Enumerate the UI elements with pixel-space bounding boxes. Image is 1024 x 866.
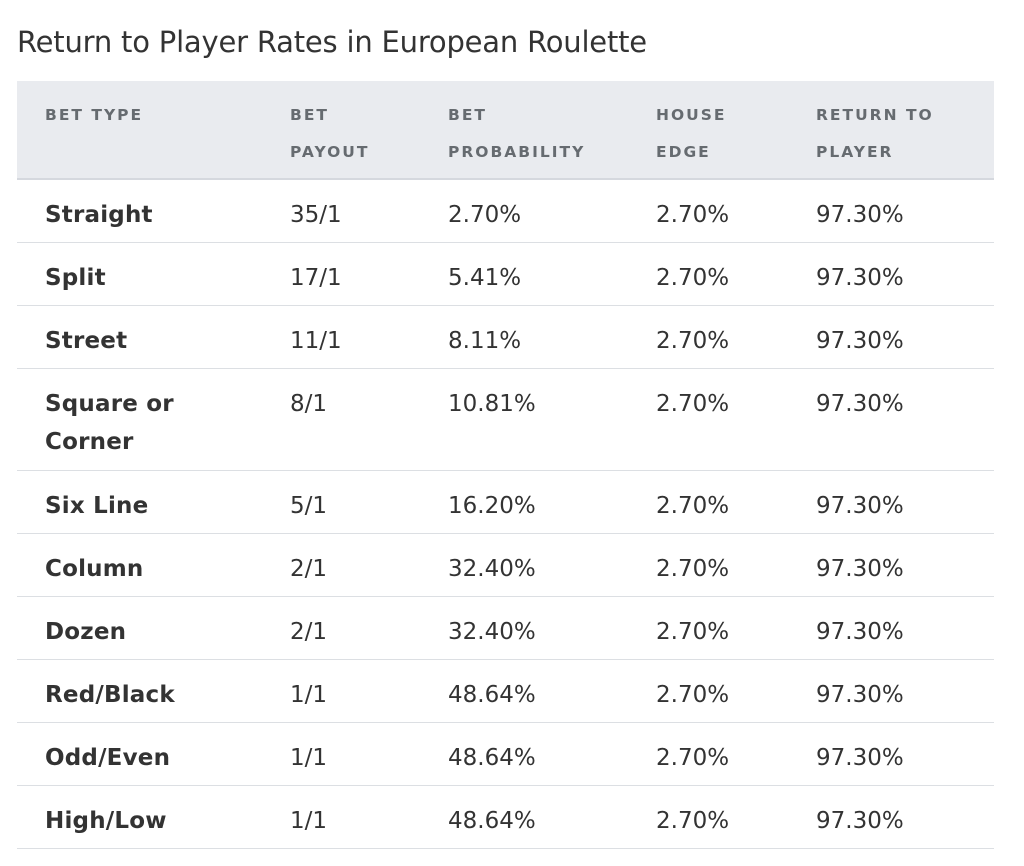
cell-payout: 11/1	[290, 327, 342, 354]
table-row: Street 11/1 8.11% 2.70% 97.30%	[17, 305, 994, 368]
header-bet-payout-line2: PAYOUT	[290, 143, 370, 161]
cell-house-edge: 2.70%	[656, 681, 730, 708]
cell-rtp: 97.30%	[816, 555, 904, 582]
header-bet-payout: BET PAYOUT	[290, 81, 448, 179]
header-row: BET TYPE BET PAYOUT BET PROBABILITY HOUS…	[17, 81, 994, 179]
cell-rtp: 97.30%	[816, 327, 904, 354]
cell-bet-type-line1: Square or	[45, 390, 174, 417]
cell-house-edge: 2.70%	[656, 618, 730, 645]
cell-house-edge: 2.70%	[656, 492, 730, 519]
header-house-edge-line1: HOUSE	[656, 106, 727, 124]
cell-payout: 1/1	[290, 681, 328, 708]
cell-probability: 32.40%	[448, 618, 536, 645]
header-bet-payout-line1: BET	[290, 106, 329, 124]
header-house-edge: HOUSE EDGE	[656, 81, 816, 179]
table-body: Straight 35/1 2.70% 2.70% 97.30% Split 1…	[17, 179, 994, 848]
rtp-table: BET TYPE BET PAYOUT BET PROBABILITY HOUS…	[17, 81, 994, 849]
table-title: Return to Player Rates in European Roule…	[17, 25, 647, 59]
cell-payout: 17/1	[290, 264, 342, 291]
cell-house-edge: 2.70%	[656, 807, 730, 834]
cell-rtp: 97.30%	[816, 492, 904, 519]
cell-house-edge: 2.70%	[656, 744, 730, 771]
cell-bet-type: Red/Black	[45, 681, 175, 708]
cell-probability: 10.81%	[448, 390, 536, 417]
cell-payout: 1/1	[290, 744, 328, 771]
header-return-to-player-line2: PLAYER	[816, 143, 894, 161]
cell-rtp: 97.30%	[816, 264, 904, 291]
roulette-rtp-article: Return to Player Rates in European Roule…	[17, 0, 994, 849]
cell-rtp: 97.30%	[816, 744, 904, 771]
cell-probability: 48.64%	[448, 807, 536, 834]
cell-rtp: 97.30%	[816, 390, 904, 417]
header-return-to-player: RETURN TO PLAYER	[816, 81, 994, 179]
cell-house-edge: 2.70%	[656, 202, 730, 228]
cell-probability: 2.70%	[448, 202, 522, 228]
table-row: Odd/Even 1/1 48.64% 2.70% 97.30%	[17, 722, 994, 785]
table-row: Six Line 5/1 16.20% 2.70% 97.30%	[17, 470, 994, 533]
table-row: Straight 35/1 2.70% 2.70% 97.30%	[17, 179, 994, 242]
header-bet-probability-line1: BET	[448, 106, 487, 124]
cell-bet-type: Odd/Even	[45, 744, 171, 771]
cell-bet-type-line2: Corner	[45, 428, 134, 455]
cell-probability: 48.64%	[448, 744, 536, 771]
cell-probability: 32.40%	[448, 555, 536, 582]
cell-house-edge: 2.70%	[656, 555, 730, 582]
cell-bet-type: Column	[45, 555, 144, 582]
cell-house-edge: 2.70%	[656, 264, 730, 291]
cell-bet-type: Six Line	[45, 492, 149, 519]
cell-rtp: 97.30%	[816, 807, 904, 834]
cell-bet-type: Street	[45, 327, 128, 354]
cell-rtp: 97.30%	[816, 202, 904, 228]
table-header: BET TYPE BET PAYOUT BET PROBABILITY HOUS…	[17, 81, 994, 179]
cell-bet-type: High/Low	[45, 807, 167, 834]
header-return-to-player-line1: RETURN TO	[816, 106, 934, 124]
cell-bet-type: Split	[45, 264, 106, 291]
header-bet-probability-line2: PROBABILITY	[448, 143, 586, 161]
cell-bet-type: Straight	[45, 202, 153, 228]
header-bet-type-text: BET TYPE	[45, 106, 144, 124]
header-bet-probability: BET PROBABILITY	[448, 81, 656, 179]
cell-probability: 16.20%	[448, 492, 536, 519]
header-house-edge-line2: EDGE	[656, 143, 711, 161]
cell-probability: 8.11%	[448, 327, 522, 354]
cell-house-edge: 2.70%	[656, 327, 730, 354]
cell-payout: 1/1	[290, 807, 328, 834]
table-row: Dozen 2/1 32.40% 2.70% 97.30%	[17, 596, 994, 659]
cell-payout: 2/1	[290, 618, 328, 645]
cell-bet-type: Dozen	[45, 618, 127, 645]
header-bet-type: BET TYPE	[17, 81, 290, 179]
cell-payout: 35/1	[290, 202, 342, 228]
cell-payout: 5/1	[290, 492, 328, 519]
cell-house-edge: 2.70%	[656, 390, 730, 417]
table-row: High/Low 1/1 48.64% 2.70% 97.30%	[17, 785, 994, 848]
cell-rtp: 97.30%	[816, 618, 904, 645]
cell-probability: 48.64%	[448, 681, 536, 708]
table-row: Column 2/1 32.40% 2.70% 97.30%	[17, 533, 994, 596]
cell-bet-type: Square or Corner	[17, 368, 290, 470]
table-row: Square or Corner 8/1 10.81% 2.70% 97.30%	[17, 368, 994, 470]
cell-rtp: 97.30%	[816, 681, 904, 708]
cell-payout: 8/1	[290, 390, 328, 417]
table-row: Red/Black 1/1 48.64% 2.70% 97.30%	[17, 659, 994, 722]
cell-probability: 5.41%	[448, 264, 522, 291]
cell-payout: 2/1	[290, 555, 328, 582]
table-row: Split 17/1 5.41% 2.70% 97.30%	[17, 242, 994, 305]
